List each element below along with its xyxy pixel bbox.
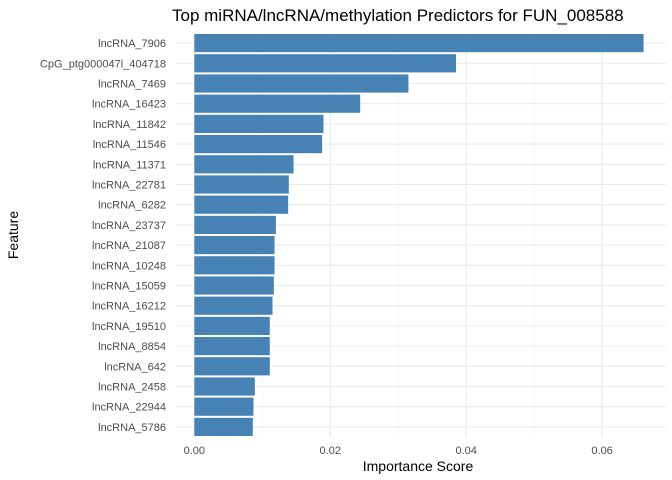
bar-CpG_ptg000047l_404718 — [194, 54, 456, 73]
bar-lncRNA_7906 — [194, 34, 644, 53]
y-tick-label: lncRNA_6282 — [98, 200, 166, 212]
bar-lncRNA_6282 — [194, 195, 289, 214]
y-tick-label: lncRNA_8854 — [98, 341, 166, 353]
y-tick-label: lncRNA_23737 — [92, 220, 166, 232]
x-tick-label: 0.02 — [320, 445, 341, 457]
y-tick-label: lncRNA_11371 — [93, 159, 166, 171]
bar-lncRNA_22944 — [194, 397, 254, 416]
y-tick-label: lncRNA_7906 — [98, 38, 166, 50]
bar-lncRNA_16423 — [194, 94, 361, 113]
y-axis-title: Feature — [5, 211, 21, 259]
y-tick-label: lncRNA_19510 — [92, 321, 166, 333]
x-tick-labels: 0.00 0.02 0.04 0.06 — [184, 445, 613, 457]
bar-lncRNA_23737 — [194, 215, 276, 234]
bar-lncRNA_16212 — [194, 296, 273, 315]
x-tick-label: 0.04 — [455, 445, 476, 457]
bar-lncRNA_11546 — [194, 135, 323, 154]
bar-lncRNA_8854 — [194, 337, 270, 356]
x-tick-label: 0.06 — [591, 445, 612, 457]
bar-lncRNA_15059 — [194, 276, 274, 295]
bar-lncRNA_10248 — [194, 256, 275, 275]
bar-lncRNA_19510 — [194, 316, 270, 335]
bar-lncRNA_2458 — [194, 377, 255, 396]
chart-title: Top miRNA/lncRNA/methylation Predictors … — [172, 6, 624, 25]
y-tick-label: lncRNA_7469 — [98, 79, 166, 91]
y-tick-label: lncRNA_11842 — [93, 119, 166, 131]
bar-lncRNA_642 — [194, 357, 270, 376]
y-tick-label: lncRNA_21087 — [92, 240, 166, 252]
bars — [194, 34, 644, 436]
bar-lncRNA_21087 — [194, 236, 275, 255]
y-tick-labels: lncRNA_7906 CpG_ptg000047l_404718 lncRNA_7… — [40, 38, 166, 434]
y-tick-label: lncRNA_2458 — [98, 382, 166, 394]
y-tick-label: lncRNA_5786 — [98, 422, 166, 434]
y-tick-label: CpG_ptg000047l_404718 — [40, 58, 166, 70]
bar-lncRNA_11371 — [194, 155, 294, 174]
bar-lncRNA_5786 — [194, 417, 253, 436]
bar-lncRNA_22781 — [194, 175, 289, 194]
grid — [176, 33, 666, 437]
x-axis-title: Importance Score — [363, 458, 474, 474]
x-tick-label: 0.00 — [184, 445, 205, 457]
y-tick-label: lncRNA_642 — [104, 361, 166, 373]
bar-lncRNA_11842 — [194, 114, 324, 133]
y-tick-label: lncRNA_10248 — [92, 260, 166, 272]
y-tick-label: lncRNA_16423 — [92, 99, 166, 111]
y-tick-label: lncRNA_22781 — [92, 180, 166, 192]
y-tick-label: lncRNA_22944 — [92, 402, 166, 414]
y-tick-label: lncRNA_15059 — [92, 281, 166, 293]
bar-lncRNA_7469 — [194, 74, 409, 93]
y-tick-label: lncRNA_11546 — [93, 139, 166, 151]
y-tick-label: lncRNA_16212 — [92, 301, 166, 313]
